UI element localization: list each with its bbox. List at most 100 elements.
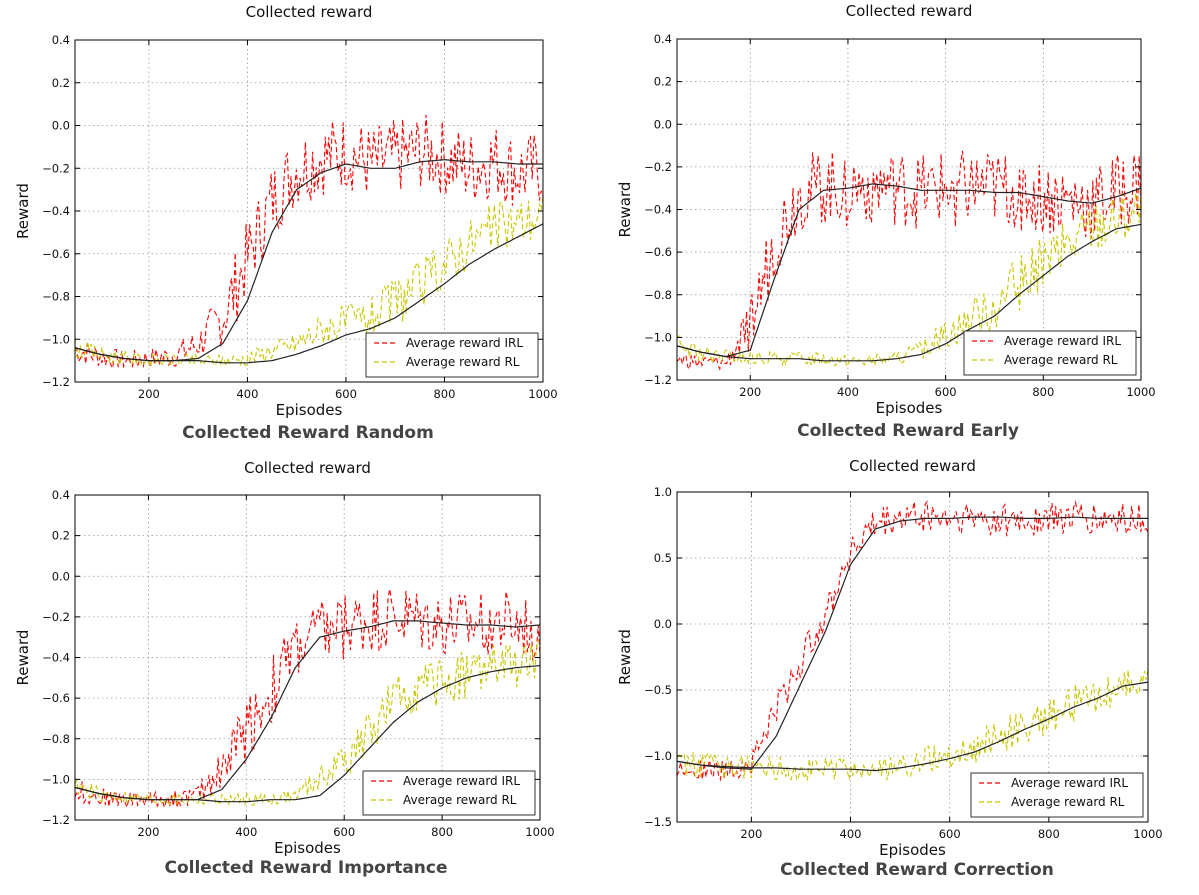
- moving-average-line: [676, 681, 1149, 772]
- y-tick-label: 1.0: [654, 485, 672, 499]
- x-tick-label: 800: [431, 825, 453, 839]
- y-tick-label: −1.0: [644, 749, 672, 763]
- chart-panel-1: Collected reward 200 400 600 800 1000 −1.2 −1.0…: [616, 2, 1156, 417]
- y-tick-label: −0.5: [644, 683, 672, 697]
- caption-early: Collected Reward Early: [797, 421, 1019, 441]
- series-line-rl: [676, 669, 1149, 781]
- x-tick-label: 1000: [1133, 827, 1162, 841]
- x-tick-label: 600: [333, 825, 355, 839]
- x-tick-label: 1000: [525, 825, 554, 839]
- legend-box: [362, 770, 536, 816]
- caption-random: Collected Reward Random: [182, 423, 434, 443]
- y-tick-label: 0.0: [654, 617, 672, 631]
- y-tick-label: −0.4: [42, 204, 70, 218]
- moving-average-line: [74, 223, 544, 364]
- x-tick-label: 400: [236, 387, 258, 401]
- y-tick-label: −0.6: [644, 245, 672, 259]
- legend-label: Average reward IRL: [1011, 776, 1128, 790]
- legend-label: Average reward IRL: [1004, 334, 1121, 348]
- x-axis-label: Episodes: [274, 839, 341, 857]
- caption-importance: Collected Reward Importance: [164, 858, 448, 878]
- x-axis-label: Episodes: [276, 401, 343, 419]
- y-tick-label: −1.0: [42, 332, 70, 346]
- x-tick-label: 1000: [528, 387, 557, 401]
- legend: Average reward IRL Average reward RL: [362, 770, 536, 816]
- y-tick-label: −1.2: [42, 813, 70, 827]
- y-tick-label: 0.2: [52, 529, 70, 543]
- y-tick-label: 0.4: [654, 32, 672, 46]
- y-tick-label: −1.0: [644, 330, 672, 344]
- y-tick-label: 0.0: [654, 117, 672, 131]
- chart-panel-0: Collected reward 200 400 600 800 1000 −1.2 −1.0…: [14, 3, 558, 419]
- legend-label: Average reward IRL: [406, 336, 523, 350]
- series-line-irl: [676, 150, 1142, 371]
- legend: Average reward IRL Average reward RL: [365, 332, 539, 378]
- y-tick-label: −0.8: [644, 288, 672, 302]
- x-tick-label: 800: [1038, 827, 1060, 841]
- chart-title: Collected reward: [846, 2, 973, 20]
- x-tick-label: 600: [939, 827, 961, 841]
- y-tick-label: −0.4: [42, 651, 70, 665]
- y-tick-label: −0.2: [42, 610, 70, 624]
- chart-panel-2: Collected reward 200 400 600 800 1000 −1.2 −1.0…: [14, 459, 555, 857]
- y-tick-label: 0.4: [52, 33, 70, 47]
- chart-title: Collected reward: [244, 459, 371, 477]
- series-line-irl: [74, 588, 541, 810]
- legend-box: [365, 332, 539, 378]
- y-tick-label: −1.2: [42, 375, 70, 389]
- y-tick-label: 0.0: [52, 569, 70, 583]
- y-tick-label: −1.5: [644, 815, 672, 829]
- y-tick-label: 0.4: [52, 488, 70, 502]
- x-tick-label: 1000: [1126, 385, 1155, 399]
- caption-correction: Collected Reward Correction: [780, 860, 1054, 880]
- x-axis-label: Episodes: [879, 841, 946, 859]
- legend-label: Average reward RL: [1004, 353, 1118, 367]
- x-tick-label: 200: [138, 387, 160, 401]
- x-tick-label: 800: [433, 387, 455, 401]
- legend-label: Average reward RL: [1011, 795, 1125, 809]
- y-tick-label: −0.2: [644, 160, 672, 174]
- y-tick-label: 0.2: [654, 75, 672, 89]
- x-tick-label: 200: [740, 827, 762, 841]
- y-tick-label: −0.4: [644, 203, 672, 217]
- plot-frame: [676, 491, 1149, 823]
- y-axis-label: Reward: [14, 630, 32, 686]
- y-tick-label: −0.8: [42, 290, 70, 304]
- y-tick-label: −1.2: [644, 373, 672, 387]
- chart-panel-3: Collected reward 200 400 600 800 1000 −1.5 −1.0…: [616, 457, 1163, 859]
- series-line-irl: [74, 114, 544, 370]
- legend-label: Average reward RL: [406, 355, 520, 369]
- x-tick-label: 200: [739, 385, 761, 399]
- y-tick-label: −0.6: [42, 247, 70, 261]
- y-tick-label: 0.2: [52, 76, 70, 90]
- y-tick-label: 0.0: [52, 119, 70, 133]
- legend-label: Average reward IRL: [403, 774, 520, 788]
- moving-average-line: [676, 516, 1148, 770]
- series-line-irl: [676, 500, 1149, 782]
- x-tick-label: 400: [837, 385, 859, 399]
- y-axis-label: Reward: [14, 183, 32, 239]
- y-tick-label: −1.0: [42, 772, 70, 786]
- legend-label: Average reward RL: [403, 793, 517, 807]
- moving-average-line: [74, 665, 541, 803]
- y-tick-label: 0.5: [654, 551, 672, 565]
- moving-average-line: [676, 223, 1142, 362]
- chart-title: Collected reward: [849, 457, 976, 475]
- series-line-rl: [74, 194, 544, 369]
- moving-average-line: [676, 183, 1142, 358]
- x-tick-label: 600: [935, 385, 957, 399]
- chart-title: Collected reward: [246, 3, 373, 21]
- legend-box: [970, 772, 1144, 818]
- x-tick-label: 200: [137, 825, 159, 839]
- y-tick-label: −0.6: [42, 691, 70, 705]
- legend: Average reward IRL Average reward RL: [970, 772, 1144, 818]
- legend: Average reward IRL Average reward RL: [963, 330, 1137, 376]
- x-tick-label: 400: [235, 825, 257, 839]
- plot-frame: [676, 38, 1142, 381]
- x-tick-label: 600: [335, 387, 357, 401]
- x-tick-label: 800: [1032, 385, 1054, 399]
- y-tick-label: −0.8: [42, 732, 70, 746]
- x-tick-label: 400: [840, 827, 862, 841]
- legend-box: [963, 330, 1137, 376]
